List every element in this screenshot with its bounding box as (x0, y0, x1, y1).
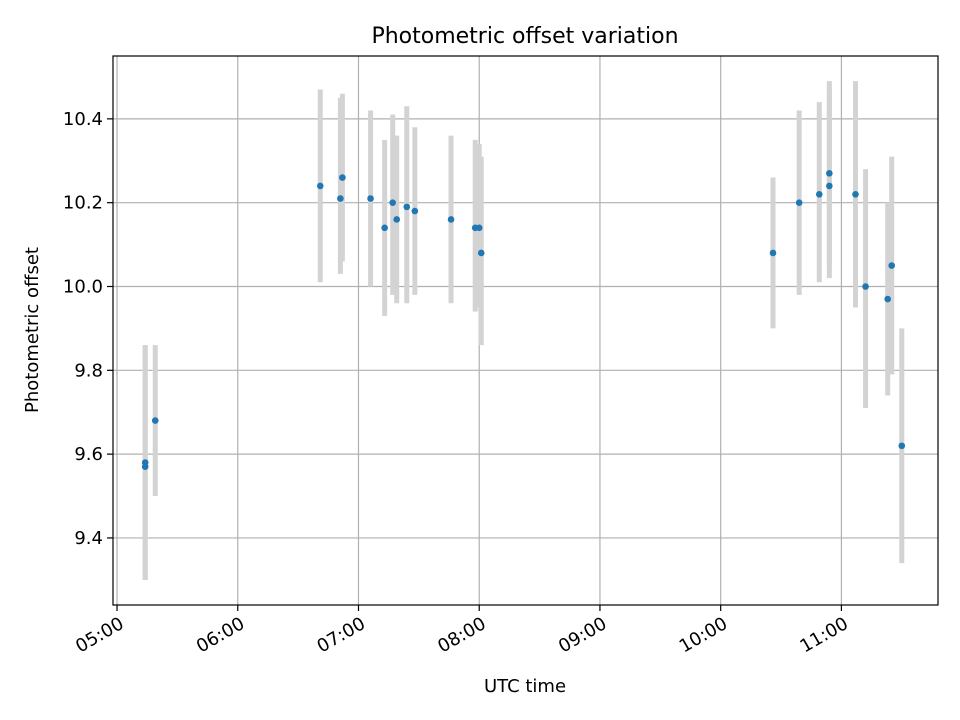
plot-frame (112, 55, 939, 606)
data-point (367, 195, 374, 202)
y-tick-label: 9.4 (74, 528, 103, 549)
data-point (826, 182, 833, 190)
data-point (403, 203, 411, 211)
y-tick-label: 9.8 (74, 360, 103, 381)
data-point (477, 249, 485, 257)
data-point (888, 262, 896, 269)
data-point (393, 216, 401, 223)
y-axis-label: Photometric offset (22, 247, 43, 413)
y-tick-label: 10.2 (63, 193, 103, 214)
data-point (826, 170, 833, 177)
data-points (141, 170, 906, 471)
data-point (815, 190, 823, 198)
data-point (769, 249, 777, 257)
y-tick-label: 10.0 (63, 276, 103, 297)
y-tick-label: 10.4 (63, 109, 103, 130)
data-point (411, 207, 419, 215)
data-point (151, 417, 159, 424)
data-point (852, 190, 859, 198)
data-point (316, 182, 324, 190)
data-point (795, 199, 803, 206)
y-axis-ticks: 9.4 9.6 9.8 10.0 10.2 10.4 (63, 109, 113, 549)
y-tick-label: 9.6 (74, 444, 103, 465)
data-point (339, 174, 346, 181)
data-point (475, 224, 483, 232)
data-point (141, 459, 149, 466)
data-point (389, 199, 396, 206)
data-point (884, 295, 891, 303)
data-point (447, 216, 455, 223)
data-point (337, 195, 344, 202)
data-point (898, 442, 906, 450)
data-point (381, 224, 388, 232)
data-point (862, 283, 869, 290)
chart-title: Photometric offset variation (371, 24, 678, 49)
x-axis-label: UTC time (484, 676, 566, 697)
